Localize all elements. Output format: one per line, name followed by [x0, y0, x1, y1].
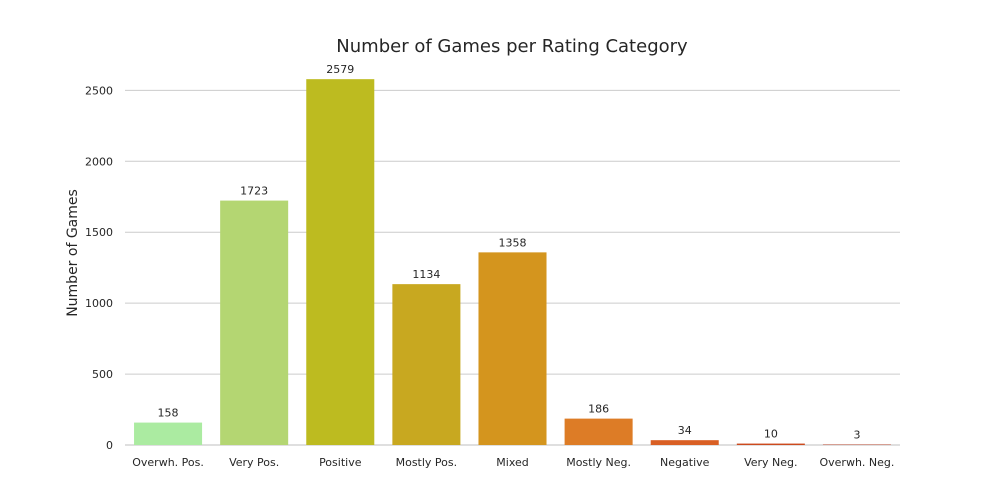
x-axis-ticks: Overwh. Pos. Very Pos. Positive Mostly Pos.… — [132, 456, 894, 469]
x-tick-label: Overwh. Pos. — [132, 456, 204, 469]
x-tick-label: Negative — [660, 456, 710, 469]
bar-value-label: 1358 — [499, 236, 527, 249]
bar-value-label: 10 — [764, 428, 778, 441]
y-tick-label: 1500 — [85, 226, 113, 239]
x-tick-label: Mostly Pos. — [396, 456, 458, 469]
bar-value-label: 1723 — [240, 185, 268, 198]
y-tick-label: 2500 — [85, 84, 113, 97]
bar — [306, 79, 375, 446]
y-axis-label: Number of Games — [65, 189, 81, 317]
bar — [736, 443, 805, 445]
y-tick-label: 2000 — [85, 155, 113, 168]
bar — [650, 440, 719, 445]
x-tick-label: Very Neg. — [744, 456, 797, 469]
x-tick-label: Mixed — [496, 456, 528, 469]
bar-value-label: 1134 — [412, 268, 440, 281]
bar — [134, 422, 203, 445]
bar-value-label: 34 — [678, 424, 692, 437]
bar — [220, 200, 289, 445]
x-tick-label: Mostly Neg. — [566, 456, 631, 469]
bar — [564, 418, 633, 445]
x-tick-label: Very Pos. — [229, 456, 279, 469]
chart-title: Number of Games per Rating Category — [336, 36, 688, 57]
bar-value-label: 2579 — [326, 63, 354, 76]
bar-value-label: 158 — [158, 407, 179, 420]
y-tick-label: 500 — [92, 368, 113, 381]
x-tick-label: Overwh. Neg. — [819, 456, 894, 469]
bar — [392, 284, 461, 445]
bar — [478, 252, 547, 445]
bar-value-label: 3 — [853, 429, 860, 442]
data-labels: 158 1723 2579 1134 1358 186 34 10 3 — [158, 63, 861, 441]
y-tick-label: 0 — [106, 439, 113, 452]
y-axis-ticks: 0 500 1000 1500 2000 2500 — [85, 84, 113, 452]
bars — [134, 79, 891, 446]
x-tick-label: Positive — [319, 456, 362, 469]
y-tick-label: 1000 — [85, 297, 113, 310]
bar-value-label: 186 — [588, 403, 609, 416]
